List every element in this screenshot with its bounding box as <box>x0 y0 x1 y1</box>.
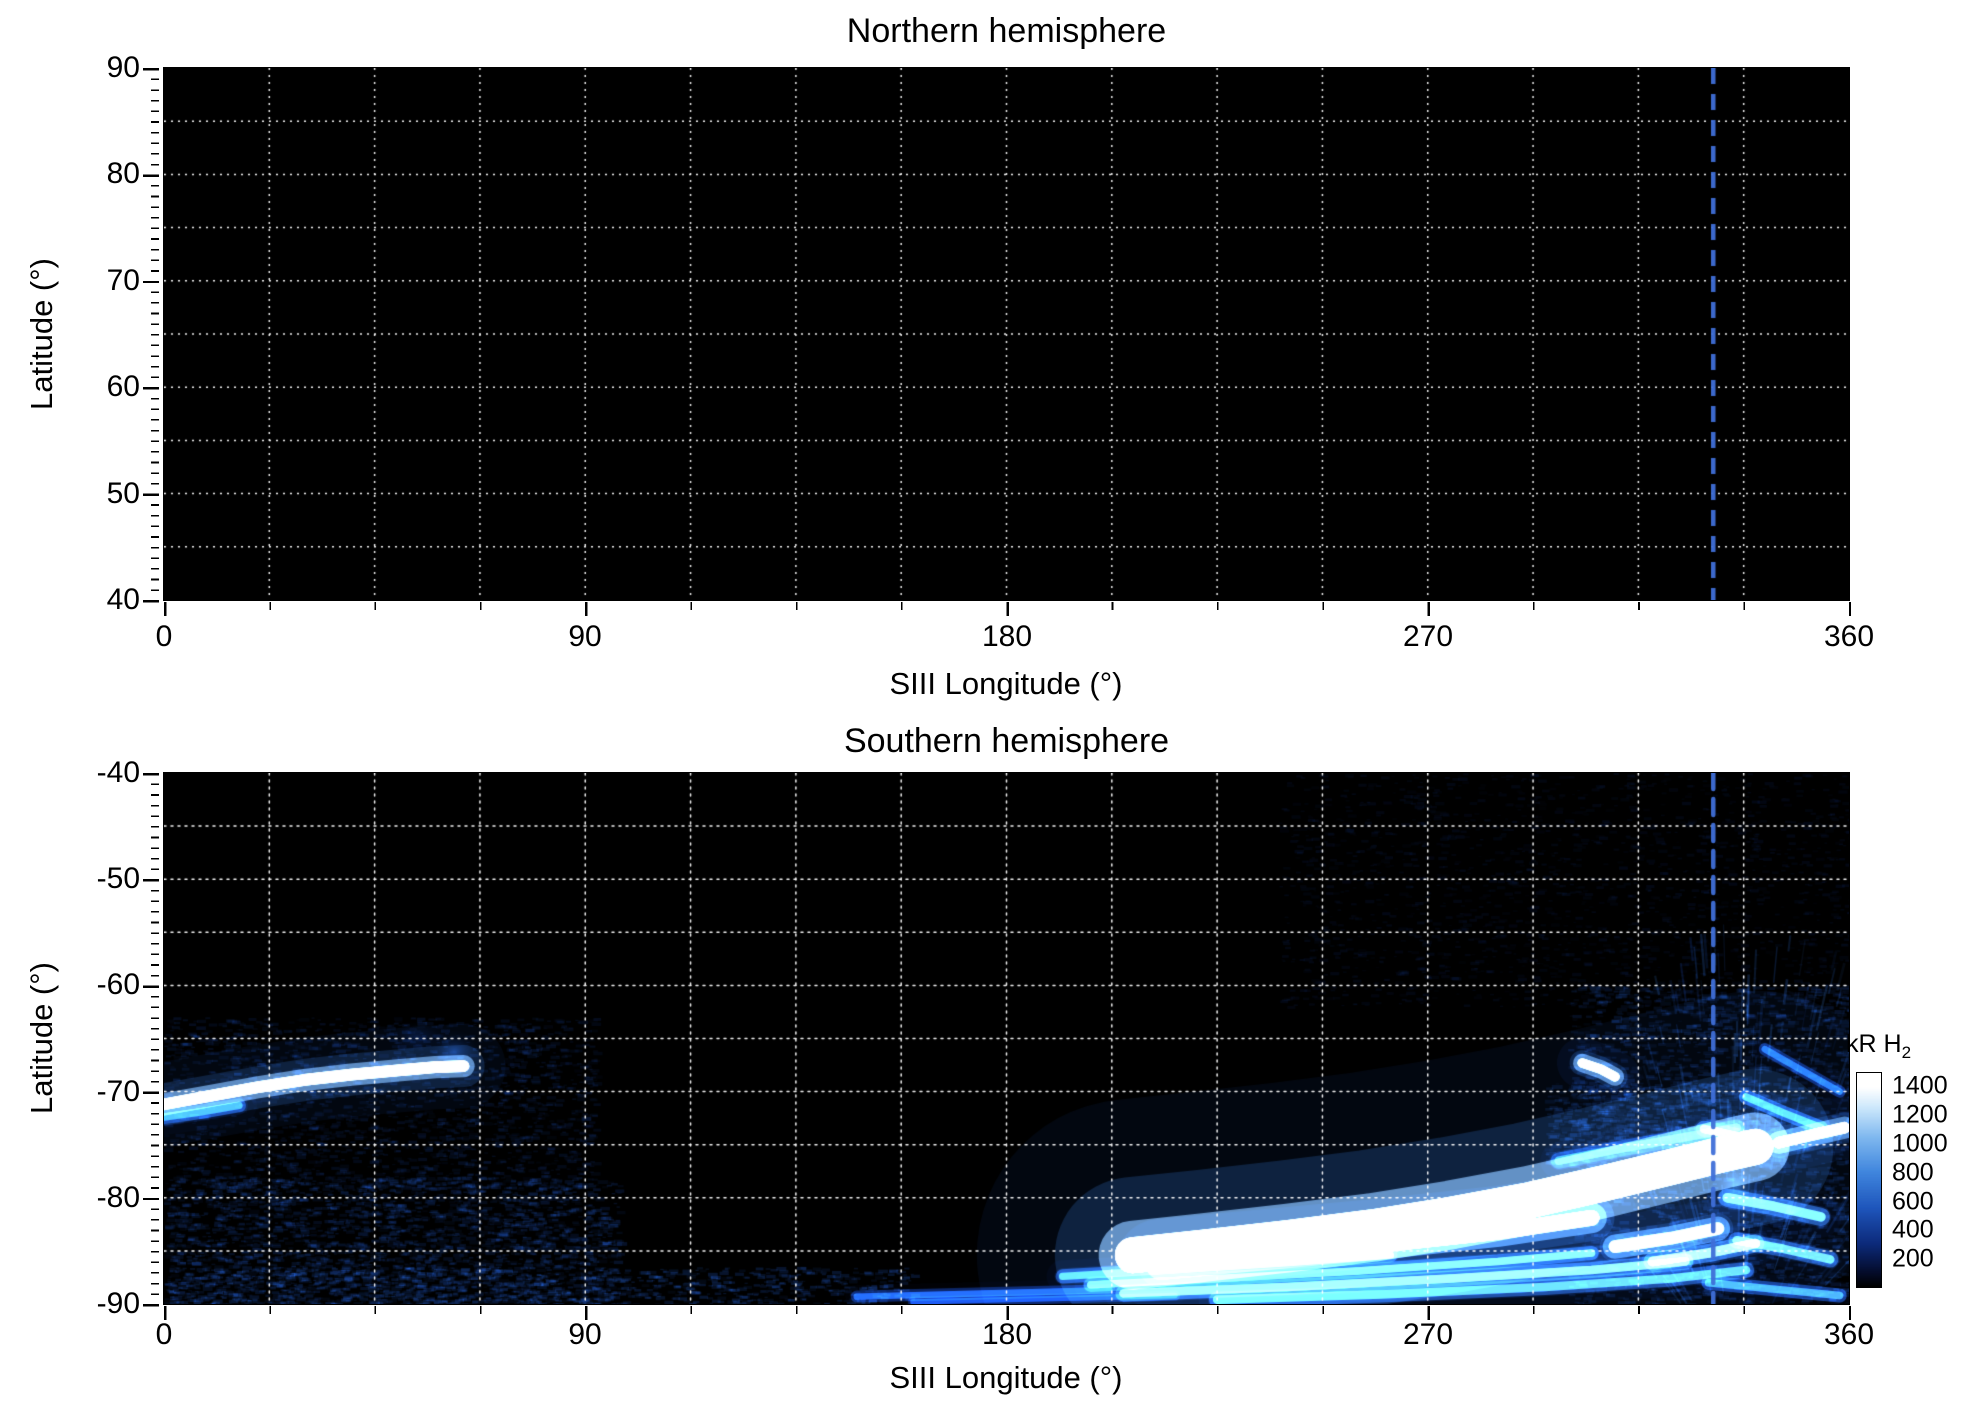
x-tick-label: 360 <box>1823 620 1875 653</box>
y-tick-label: -50 <box>96 862 140 895</box>
colorbar-title: kR H2 <box>1846 1030 1911 1063</box>
colorbar-tick-label: 1200 <box>1892 1100 1948 1129</box>
colorbar-tick-label: 200 <box>1892 1244 1934 1273</box>
northern-x-axis-label: SIII Longitude (°) <box>889 666 1123 701</box>
northern-plot-area <box>163 67 1850 601</box>
colorbar <box>1856 1072 1882 1288</box>
x-tick-label: 180 <box>981 620 1033 653</box>
northern-x-major-ticks <box>164 602 1851 616</box>
x-tick-label: 90 <box>568 1318 602 1351</box>
y-tick-label: -90 <box>96 1287 140 1320</box>
y-tick-label: -70 <box>96 1075 140 1108</box>
colorbar-tick-label: 800 <box>1892 1158 1934 1187</box>
x-tick-label: 180 <box>981 1318 1033 1351</box>
x-tick-label: 270 <box>1402 1318 1454 1351</box>
colorbar-tick-label: 1400 <box>1892 1071 1948 1100</box>
x-tick-label: 360 <box>1823 1318 1875 1351</box>
y-tick-label: 90 <box>106 51 140 84</box>
colorbar-title-main: kR H <box>1846 1030 1902 1058</box>
x-tick-label: 270 <box>1402 620 1454 653</box>
colorbar-title-sub: 2 <box>1901 1043 1912 1062</box>
y-tick-label: -60 <box>96 968 140 1001</box>
northern-heatmap-canvas <box>164 68 1849 600</box>
colorbar-tick-label: 600 <box>1892 1187 1934 1216</box>
y-tick-label: 60 <box>106 370 140 403</box>
southern-heatmap-canvas <box>164 773 1849 1304</box>
y-tick-label: 40 <box>106 583 140 616</box>
x-tick-label: 90 <box>568 620 602 653</box>
y-tick-label: 80 <box>106 157 140 190</box>
y-tick-label: 70 <box>106 264 140 297</box>
y-tick-label: 50 <box>106 477 140 510</box>
y-tick-label: -80 <box>96 1181 140 1214</box>
colorbar-tick-label: 400 <box>1892 1215 1934 1244</box>
x-tick-label: 0 <box>155 620 173 653</box>
colorbar-tick-label: 1000 <box>1892 1129 1948 1158</box>
southern-x-major-ticks <box>164 1306 1851 1320</box>
southern-panel-title: Southern hemisphere <box>843 722 1170 760</box>
southern-plot-area <box>163 772 1850 1305</box>
northern-panel-title: Northern hemisphere <box>846 12 1167 50</box>
x-tick-label: 0 <box>155 1318 173 1351</box>
y-tick-label: -40 <box>96 756 140 789</box>
southern-y-major-ticks <box>143 773 159 1307</box>
colorbar-gradient-canvas <box>1857 1073 1881 1287</box>
northern-y-major-ticks <box>143 68 159 603</box>
southern-x-axis-label: SIII Longitude (°) <box>889 1360 1123 1395</box>
